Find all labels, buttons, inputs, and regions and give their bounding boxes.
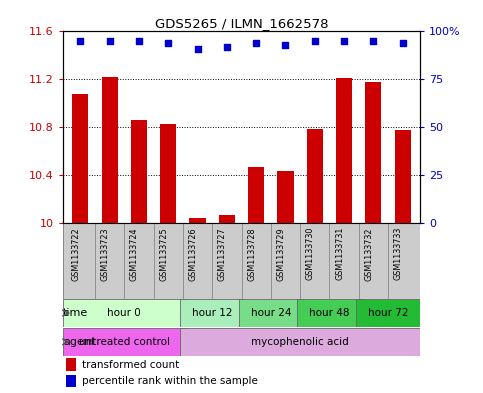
Bar	[180, 299, 244, 327]
Text: time: time	[63, 308, 88, 318]
Bar	[277, 171, 294, 223]
Text: hour 0: hour 0	[107, 308, 141, 318]
Bar	[180, 328, 420, 356]
Point	[164, 40, 172, 46]
Text: agent: agent	[63, 337, 96, 347]
Bar	[63, 299, 186, 327]
Text: GSM1133725: GSM1133725	[159, 227, 168, 281]
Bar	[189, 219, 206, 223]
Text: GSM1133729: GSM1133729	[276, 227, 285, 281]
Text: hour 12: hour 12	[192, 308, 232, 318]
Text: percentile rank within the sample: percentile rank within the sample	[83, 376, 258, 386]
Text: hour 72: hour 72	[368, 308, 408, 318]
Bar	[160, 124, 176, 223]
Text: GSM1133728: GSM1133728	[247, 227, 256, 281]
Bar	[307, 129, 323, 223]
Bar	[336, 78, 352, 223]
Bar	[365, 82, 382, 223]
Bar	[248, 167, 264, 223]
Text: mycophenolic acid: mycophenolic acid	[251, 337, 349, 347]
Bar	[219, 215, 235, 223]
Point	[223, 44, 231, 50]
Text: GSM1133722: GSM1133722	[71, 227, 80, 281]
Bar	[101, 77, 118, 223]
Bar	[395, 130, 411, 223]
Bar	[72, 94, 88, 223]
Point	[340, 38, 348, 44]
Point	[369, 38, 377, 44]
Bar	[239, 299, 303, 327]
Bar	[297, 299, 362, 327]
Bar	[63, 328, 186, 356]
Text: GSM1133731: GSM1133731	[335, 227, 344, 281]
Point	[282, 42, 289, 48]
Bar	[66, 375, 76, 387]
Point	[194, 46, 201, 52]
Text: GSM1133723: GSM1133723	[100, 227, 110, 281]
Text: GSM1133732: GSM1133732	[364, 227, 373, 281]
Point	[311, 38, 319, 44]
Point	[76, 38, 84, 44]
Text: GSM1133733: GSM1133733	[394, 227, 403, 281]
Text: GSM1133730: GSM1133730	[306, 227, 315, 281]
Bar	[131, 120, 147, 223]
Point	[135, 38, 143, 44]
Text: transformed count: transformed count	[83, 360, 180, 370]
Text: GSM1133727: GSM1133727	[218, 227, 227, 281]
Point	[399, 40, 407, 46]
Title: GDS5265 / ILMN_1662578: GDS5265 / ILMN_1662578	[155, 17, 328, 30]
Bar	[356, 299, 420, 327]
Text: GSM1133724: GSM1133724	[130, 227, 139, 281]
Text: hour 48: hour 48	[309, 308, 350, 318]
Point	[106, 38, 114, 44]
Point	[252, 40, 260, 46]
Text: untreated control: untreated control	[79, 337, 170, 347]
Bar	[66, 358, 76, 371]
Text: hour 24: hour 24	[251, 308, 291, 318]
Text: GSM1133726: GSM1133726	[188, 227, 198, 281]
